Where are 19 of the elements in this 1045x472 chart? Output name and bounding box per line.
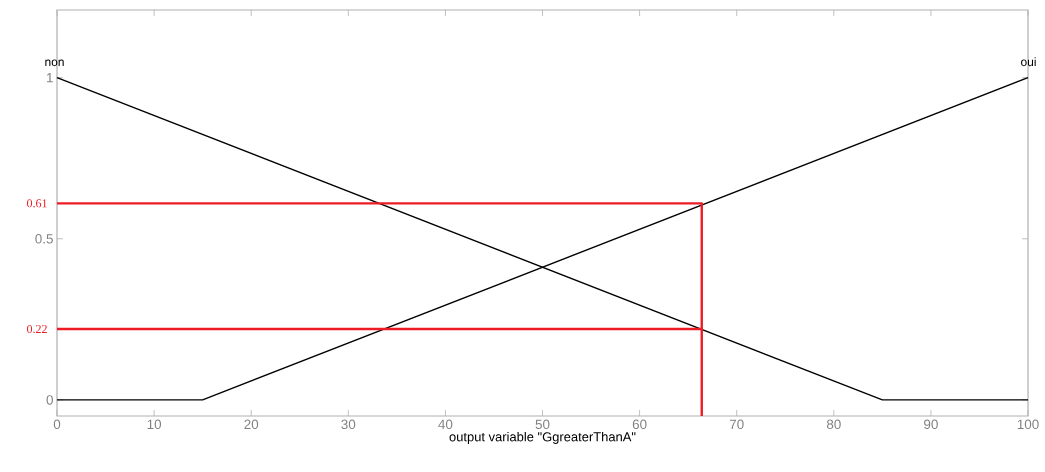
x-tick-label: 40: [438, 419, 453, 430]
annotation: 0.22: [27, 324, 47, 334]
x-tick-label: 70: [729, 419, 744, 430]
series-label: oui: [1021, 57, 1036, 67]
x-tick-label: 100: [1017, 419, 1039, 430]
y-tick-label: 0: [46, 395, 53, 405]
y-tick-label: 0.5: [35, 234, 53, 244]
x-tick-label: 90: [924, 419, 938, 430]
x-tick-label: 50: [535, 419, 550, 430]
x-tick-label: 80: [826, 419, 841, 430]
annotation: 0.61: [27, 199, 47, 208]
series-label: non: [45, 59, 64, 67]
y-tick-label: 1: [47, 73, 53, 83]
x-tick-label: 0: [53, 419, 61, 430]
x-axis-title: output variable "GgreaterThanA": [449, 431, 636, 444]
x-tick-label: 10: [147, 419, 162, 430]
x-tick-label: 20: [244, 419, 259, 430]
x-tick-label: 60: [632, 419, 647, 430]
x-tick-label: 30: [341, 419, 356, 430]
